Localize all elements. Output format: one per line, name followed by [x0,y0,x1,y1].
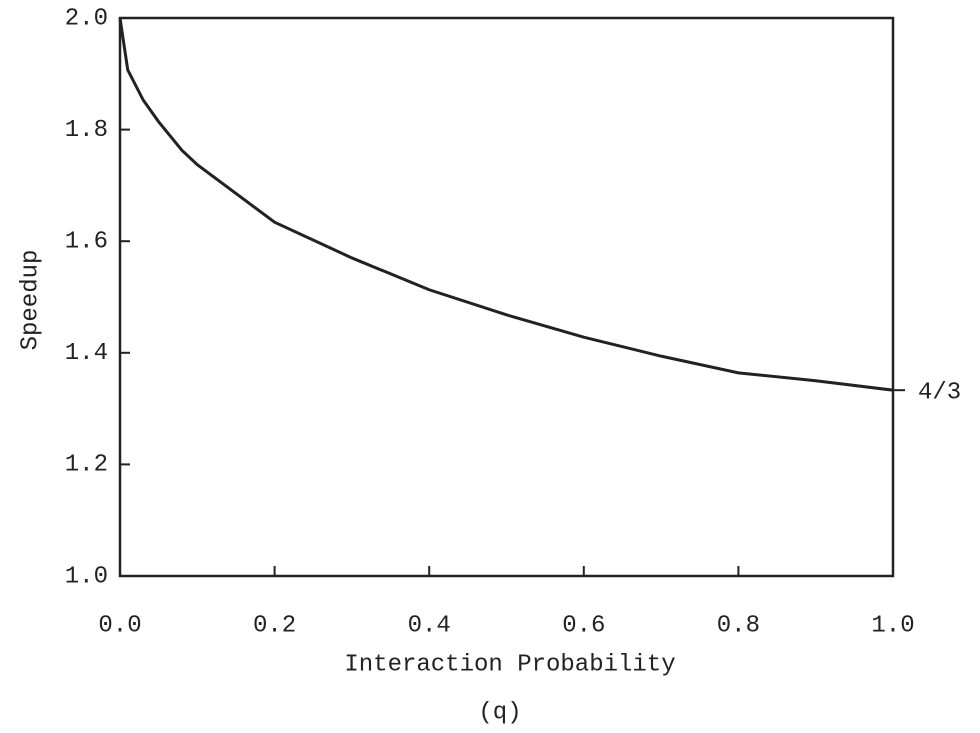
plot-frame [118,16,895,578]
y-tick-label: 1.2 [65,452,108,479]
x-tick-label: 0.0 [98,612,141,639]
curve [118,17,894,392]
y-axis-label: Speedup [17,250,44,351]
y-tick-label: 1.8 [65,117,108,144]
annotation: 4/3 [918,380,961,407]
x-axis-sublabel: (q) [478,699,521,726]
x-tick-label: 0.6 [562,612,605,639]
x-tick-label: 0.2 [253,612,296,639]
x-tick-label: 0.8 [717,612,760,639]
y-tick-label: 2.0 [65,5,108,32]
x-tick-label: 0.4 [408,612,451,639]
x-tick-label: 1.0 [871,612,914,639]
x-axis-label: Interaction Probability [344,651,675,678]
y-tick-label: 1.0 [65,563,108,590]
y-tick-label: 1.4 [65,340,108,367]
y-tick-label: 1.6 [65,229,108,256]
